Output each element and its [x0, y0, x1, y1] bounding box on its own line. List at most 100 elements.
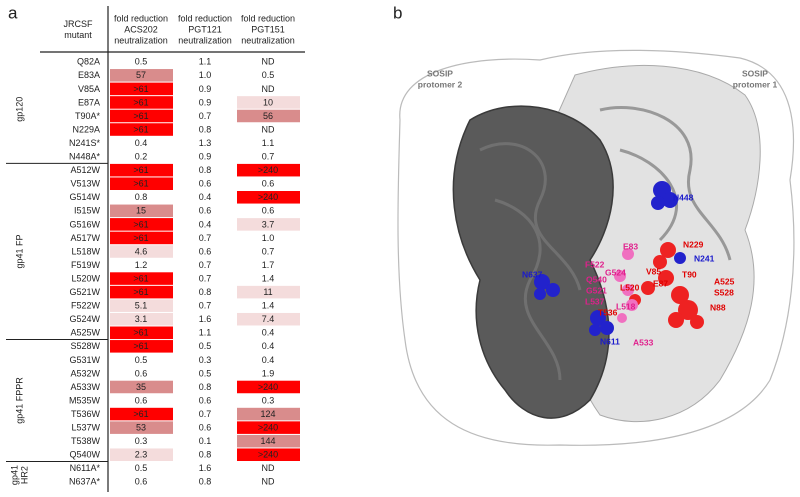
cell [110, 82, 173, 96]
cell-text: 7.4 [262, 314, 275, 324]
cell-text: 1.4 [262, 273, 275, 283]
cell-text: 0.5 [135, 57, 148, 67]
header-text: fold reduction [114, 13, 168, 23]
cell [237, 421, 300, 434]
cell-text: >61 [133, 273, 148, 283]
cell-text: >61 [133, 165, 148, 175]
cell [174, 136, 237, 150]
cell-text: 2.3 [135, 450, 148, 460]
residue-label: N88 [710, 302, 726, 312]
cell-text: 0.8 [199, 450, 212, 460]
cell [174, 96, 237, 109]
cell-text: 0.7 [199, 301, 212, 311]
cell-text: L518W [71, 246, 100, 256]
cell [174, 204, 237, 218]
cell [174, 55, 237, 69]
cell-text: 53 [136, 423, 146, 433]
cell-text: M535W [69, 395, 101, 405]
cell-text: A525W [70, 328, 100, 338]
cell [110, 380, 173, 394]
cell [110, 69, 173, 82]
residue-label: A525 [714, 276, 735, 286]
cell [110, 163, 173, 177]
cell-text: 1.1 [262, 138, 275, 148]
residue-label: Q540 [586, 274, 607, 284]
cell [237, 245, 300, 258]
header-text: neutralization [178, 35, 232, 45]
cell-text: 0.4 [199, 192, 212, 202]
cell-text: 1.0 [199, 70, 212, 80]
residue-label: L518 [616, 301, 636, 311]
cell-text: 5.1 [135, 301, 148, 311]
cell [237, 109, 300, 123]
pink-spheres [614, 248, 638, 323]
cell-text: >240 [258, 450, 278, 460]
cell [237, 136, 300, 150]
protomer-label: protomer 1 [733, 79, 778, 89]
cell-text: V513W [70, 179, 100, 189]
cell [110, 367, 173, 380]
cell [237, 340, 300, 353]
cell [110, 96, 173, 109]
cell-text: ND [262, 477, 275, 487]
cell [237, 299, 300, 312]
cell-text: 0.3 [199, 355, 212, 365]
residue-label: L520 [620, 282, 640, 292]
cell [110, 353, 173, 367]
group-label: gp41 FP [14, 234, 24, 268]
cell [237, 218, 300, 231]
cell-text: T536W [71, 409, 101, 419]
cell-text: 1.7 [262, 260, 275, 270]
cell-text: F519W [71, 260, 101, 270]
cell-text: >61 [133, 179, 148, 189]
cell-text: 1.1 [199, 328, 212, 338]
cell-text: G514W [69, 192, 100, 202]
cell-text: 3.7 [262, 219, 275, 229]
cell-text: 0.7 [262, 246, 275, 256]
cell-text: 57 [136, 70, 146, 80]
cell [110, 272, 173, 285]
cell-text: 0.5 [262, 70, 275, 80]
cell-text: 0.4 [199, 219, 212, 229]
group-label: gp41 [9, 465, 19, 485]
cell-text: 0.6 [199, 179, 212, 189]
cell [237, 380, 300, 394]
cell [237, 272, 300, 285]
cell [110, 258, 173, 272]
cell [110, 326, 173, 340]
cell-text: A512W [70, 165, 100, 175]
cell [110, 204, 173, 218]
red-spheres [629, 242, 704, 329]
cell [237, 191, 300, 204]
cell-text: >61 [133, 124, 148, 134]
cell-text: 0.7 [199, 260, 212, 270]
cell-text: 0.8 [199, 165, 212, 175]
cell-text: 15 [136, 206, 146, 216]
cell [110, 475, 173, 489]
cell-text: >61 [133, 233, 148, 243]
cell [174, 69, 237, 82]
cell-text: 0.7 [199, 233, 212, 243]
cell-text: 0.8 [199, 477, 212, 487]
cell-text: 0.5 [135, 355, 148, 365]
cell-text: N229A [72, 124, 100, 134]
header-text: fold reduction [241, 13, 295, 23]
cell [237, 367, 300, 380]
cell-text: 3.1 [135, 314, 148, 324]
cell-text: 0.4 [262, 328, 275, 338]
group-label: HR2 [19, 466, 29, 484]
header-text: PGT151 [251, 24, 285, 34]
cell-text: ND [262, 124, 275, 134]
cell-text: 0.6 [262, 179, 275, 189]
cell [174, 123, 237, 136]
cell-text: 1.6 [199, 314, 212, 324]
cell-text: 0.6 [199, 206, 212, 216]
cell-text: 0.7 [199, 409, 212, 419]
cell [174, 475, 237, 489]
residue-label: F522 [585, 259, 605, 269]
cell [237, 231, 300, 245]
cell-text: 0.7 [199, 111, 212, 121]
cell-text: 1.6 [199, 463, 212, 473]
cell [174, 245, 237, 258]
cell-text: L520W [71, 273, 100, 283]
